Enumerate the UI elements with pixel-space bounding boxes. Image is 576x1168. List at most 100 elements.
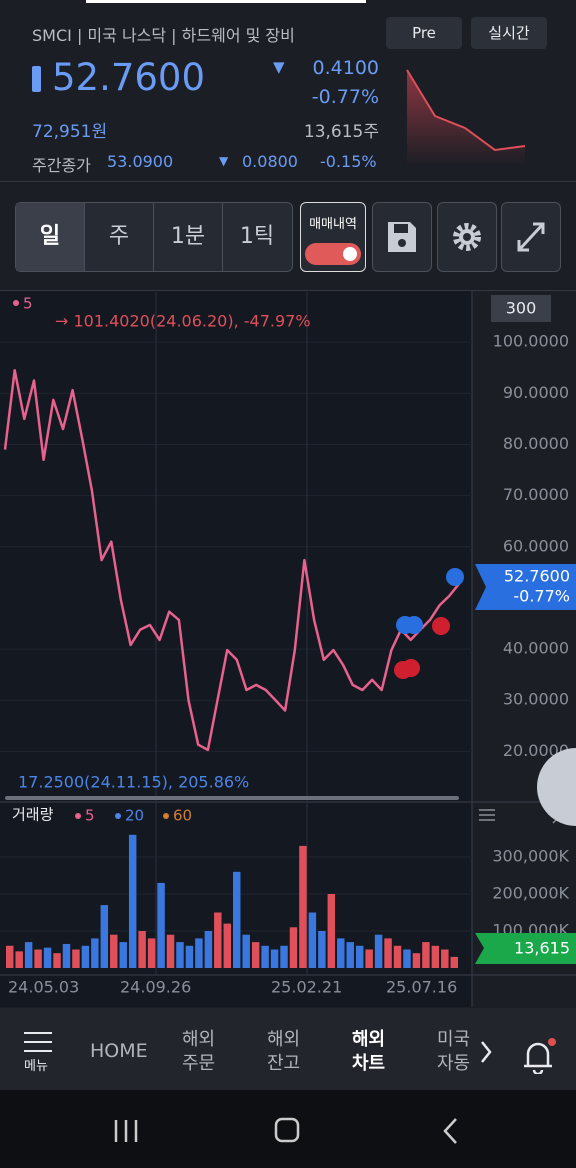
volume-bar [346,942,354,968]
chart: 100.0000 90.0000 80.0000 70.0000 60.0000 40.0… [0,291,576,1007]
tab[interactable]: 1분 [154,203,223,271]
gear-icon [453,223,481,251]
menu-label[interactable]: 메뉴 [24,1059,48,1074]
volume-bar [242,934,250,968]
volume-bar [62,943,71,968]
y-tick-label: 70.0000 [503,485,569,504]
volume-bar [110,934,118,968]
y-tick-label: 90.0000 [503,383,569,402]
y-tick-label: 20.0000 [503,741,569,760]
x-tick-label: 24.09.26 [120,978,191,997]
volume-bar [308,912,317,968]
realtime-button[interactable]: 실시간 [471,17,547,49]
panel-icons[interactable] [479,808,568,824]
y-tick-label: 80.0000 [503,434,569,453]
high-note: → 101.4020(24.06.20), -47.97% [55,312,311,331]
label: 해외 [352,1029,386,1050]
nav-item[interactable]: 해외 차트 [352,1028,385,1076]
volume-bar [176,942,184,968]
volume-bar [337,938,345,968]
volume-bar [72,949,80,968]
divider [0,290,576,291]
settings-button[interactable] [437,202,497,272]
bottom-nav [0,1008,576,1090]
menu-icon[interactable] [24,1031,52,1053]
volume-bar [53,953,61,968]
volume-legend: 20 [125,807,144,825]
volume-bar [431,945,440,968]
symbol-info: SMCI | 미국 나스닥 | 하드웨어 및 장비 [32,26,295,45]
expand-icon [517,222,545,252]
legend-dot [13,300,19,306]
x-tick-label: 24.05.03 [8,978,79,997]
expand-button[interactable] [501,202,561,272]
nav-item[interactable]: 미국 자동 [437,1028,470,1076]
nav-home[interactable]: HOME [90,1040,148,1062]
price-icon [32,66,41,92]
volume-bar [327,894,336,968]
price: 52.7600 [52,56,206,99]
label: 해외 [182,1029,216,1050]
volume-bar [365,949,373,968]
volume-bar [15,951,23,968]
nav-item[interactable]: 해외 잔고 [267,1028,300,1076]
trade-toggle[interactable]: 매매내역 [300,202,366,272]
tab[interactable]: 일 [16,203,85,271]
volume-bar [299,845,307,968]
volume-bar [119,942,127,968]
y-tick-label: 60.0000 [503,536,569,555]
y-tick-label: 100.0000 [493,332,569,351]
volume-bar [91,938,99,968]
nav-extra[interactable] [478,1038,558,1074]
save-button[interactable] [372,202,432,272]
pre-button[interactable]: Pre [386,17,462,49]
x-tick-label: 25.02.21 [271,978,342,997]
y-tick-label: 300,000K [492,847,569,866]
last-change: -0.77% [513,587,570,606]
axis-bg [472,291,576,1007]
volume-bar [43,947,52,968]
volume-bar [393,945,402,968]
volume-bar [128,834,137,968]
volume-bar [223,923,231,968]
volume-bar [318,931,326,968]
nav-item[interactable]: 해외 주문 [182,1028,215,1076]
volume-bar [81,945,90,968]
mini-area [407,70,525,166]
volume-bar [100,905,109,968]
volume-bar [450,956,458,968]
volume-bar [251,942,260,968]
volume-bar [147,938,156,968]
volume-bar [270,949,279,968]
divider [0,181,576,182]
volume-bar [422,942,430,968]
volume-bar [289,927,298,968]
volume-bar [280,945,288,968]
volume-bar [24,942,33,968]
volume-bar [6,945,14,968]
volume-bar [441,949,449,968]
tab[interactable]: 주 [85,203,154,271]
legend: 5 [23,295,33,313]
last-price: 52.7600 [504,567,570,586]
trade-markers [394,568,464,679]
period-box-label: 300 [506,299,537,318]
volume-bar [34,949,42,968]
toggle-label: 매매내역 [309,217,357,232]
weekly-change-pct: -0.15% [320,152,377,171]
tab[interactable]: 1틱 [239,224,275,249]
volume-bar [355,945,364,968]
volume: 13,615주 [303,122,379,142]
weekly-label: 주간종가 [32,156,91,175]
legend-dot [115,813,121,819]
volume-legend: 60 [173,807,192,825]
weekly-arrow: ▼ [219,154,229,168]
volume-bar [166,934,175,968]
volume-bar [412,953,421,968]
system-buttons[interactable] [0,1090,576,1168]
volume-bar [157,882,165,968]
side-handle[interactable] [537,748,576,826]
volume-legend: 5 [85,807,95,825]
volume-bar [233,871,241,968]
